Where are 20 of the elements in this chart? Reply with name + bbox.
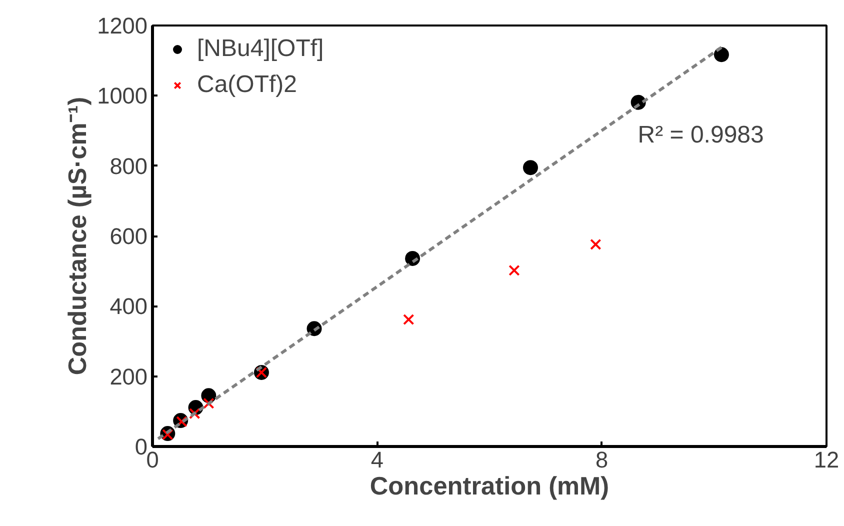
x-tick-label: 4 — [370, 446, 384, 472]
y-tick-label: 600 — [110, 223, 148, 249]
annotation: R² = 0.9983 — [638, 121, 764, 148]
y-axis-title: Conductance (µS·cm⁻¹) — [64, 96, 92, 376]
point — [523, 160, 538, 176]
y-tick-label: 1000 — [97, 82, 148, 109]
y-tick-label: 800 — [110, 152, 148, 179]
point — [590, 238, 602, 250]
y-tick-label: 1200 — [97, 12, 148, 38]
x-tick-label: 8 — [596, 446, 608, 472]
point — [203, 398, 214, 409]
point — [714, 47, 729, 62]
y-tick-label: 200 — [110, 363, 148, 390]
point — [403, 314, 414, 326]
x-tick-label: 12 — [814, 446, 840, 472]
point — [508, 264, 520, 276]
legend-label: [NBu4][OTf] — [197, 35, 324, 63]
y-tick-label: 400 — [110, 293, 148, 320]
x-axis-title: Concentration (mM) — [370, 472, 610, 500]
legend-label: Ca(OTf)2 — [197, 71, 298, 99]
